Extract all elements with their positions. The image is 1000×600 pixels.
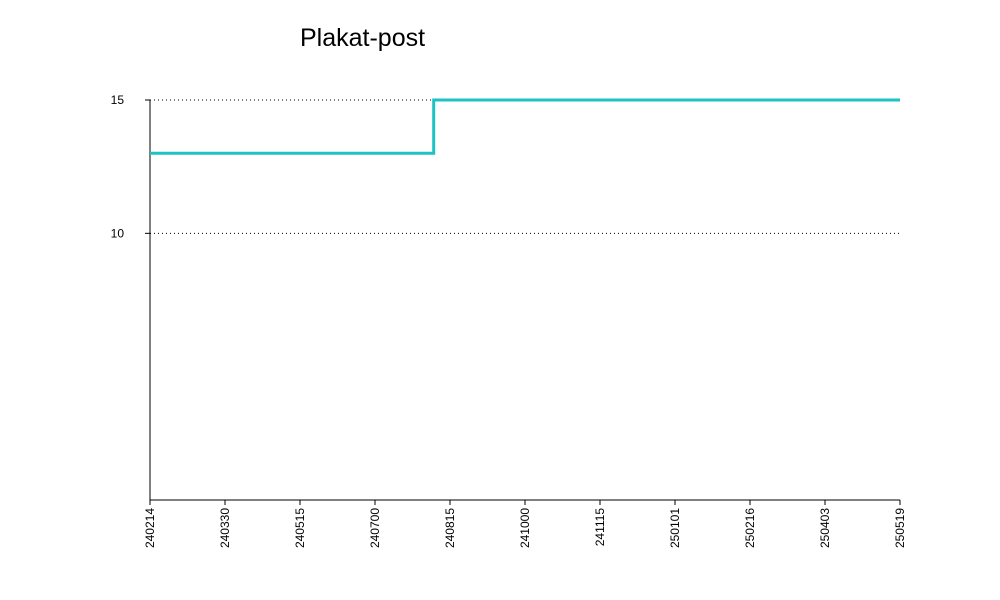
x-ticks: 240214 240330 240515 240700 240815 241000 2411…: [143, 500, 907, 548]
x-tick-label: 240214: [143, 508, 157, 548]
y-tick-label: 15: [111, 93, 125, 107]
series-lines: [150, 98, 900, 155]
x-tick-label: 250216: [743, 508, 757, 548]
gridlines: [150, 99, 900, 234]
x-tick-label: 240815: [443, 508, 457, 548]
x-tick-label: 240515: [293, 508, 307, 548]
x-tick-label: 250403: [818, 508, 832, 548]
y-tick-label: 10: [111, 226, 125, 240]
chart-title: Plakat-post: [300, 24, 426, 52]
series-line: [150, 98, 900, 155]
x-tick-label: 241000: [518, 508, 532, 548]
x-tick-label: 240700: [368, 508, 382, 548]
x-tick-label: 241115: [593, 508, 607, 547]
x-tick-label: 250101: [668, 508, 682, 548]
y-ticks: 10 15: [111, 93, 150, 240]
x-tick-label: 240330: [218, 508, 232, 548]
x-tick-label: 250519: [893, 508, 907, 548]
